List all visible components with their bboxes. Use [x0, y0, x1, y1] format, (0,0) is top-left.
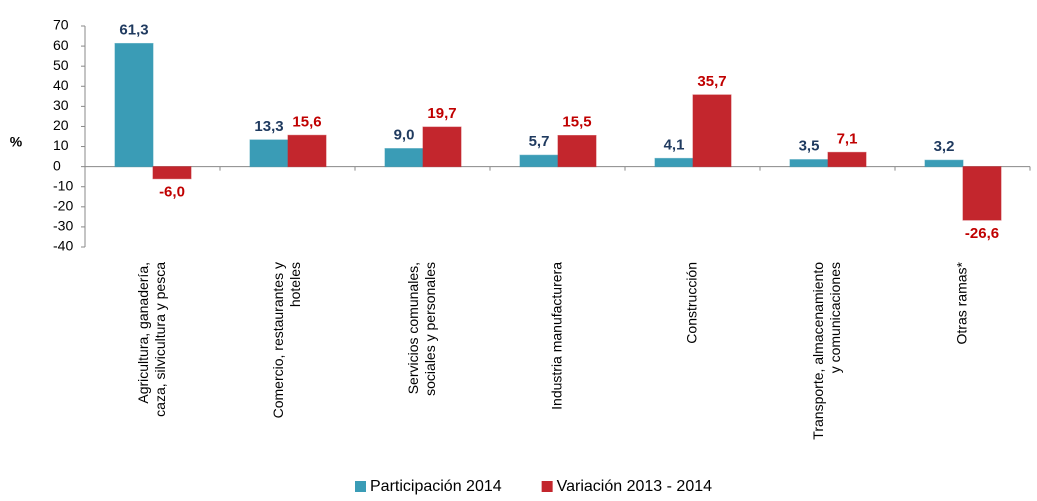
bar — [924, 159, 964, 168]
x-tick-label: Industria manufacturera — [548, 262, 564, 410]
bar — [692, 94, 732, 168]
value-label: 15,5 — [562, 113, 591, 130]
legend-label: Variación 2013 - 2014 — [557, 478, 712, 495]
bar — [422, 126, 462, 168]
x-tick-label-line: Comercio, restaurantes y — [270, 262, 286, 418]
y-tick-label: -40 — [53, 238, 73, 254]
value-label: 61,3 — [119, 21, 148, 38]
bar — [962, 166, 1002, 221]
y-tick-label: 60 — [53, 37, 69, 53]
x-tick-label: Agricultura, ganadería,caza, silvicultur… — [135, 262, 168, 417]
y-tick-label: 70 — [53, 17, 69, 33]
bar — [519, 154, 559, 168]
bar — [249, 139, 289, 168]
x-tick-label-line: hoteles — [287, 262, 303, 307]
value-label: 9,0 — [394, 127, 415, 144]
value-label: 3,2 — [934, 138, 955, 155]
x-tick-label-line: Agricultura, ganadería, — [135, 262, 151, 404]
bar — [152, 166, 192, 180]
y-tick-label: -30 — [53, 218, 73, 234]
value-label: 3,5 — [799, 138, 820, 155]
value-label: 4,1 — [664, 136, 685, 153]
x-tick-label-line: Otras ramas* — [953, 261, 969, 344]
y-tick-label: 0 — [53, 157, 61, 173]
value-label: 19,7 — [427, 105, 456, 122]
y-tick-label: -20 — [53, 198, 73, 214]
bar — [789, 159, 829, 168]
x-tick-label-line: sociales y personales — [422, 262, 438, 396]
value-label: -6,0 — [159, 184, 185, 201]
y-tick-label: 50 — [53, 57, 69, 73]
y-tick-label: -10 — [53, 177, 73, 193]
x-tick-label-line: Construcción — [683, 262, 699, 344]
x-tick-label: Otras ramas* — [953, 261, 969, 344]
value-label: 7,1 — [837, 130, 858, 147]
x-tick-label: Servicios comunales,sociales y personale… — [405, 262, 438, 396]
value-label: 15,6 — [292, 113, 321, 130]
x-tick-label-line: Transporte, almacenamiento — [810, 262, 826, 440]
x-tick-label-line: caza, silvicultura y pesca — [152, 262, 168, 417]
y-tick-label: 20 — [53, 117, 69, 133]
y-tick-label: 30 — [53, 97, 69, 113]
y-tick-label: 40 — [53, 77, 69, 93]
bar — [287, 134, 327, 168]
x-tick-label-line: y comunicaciones — [827, 262, 843, 373]
y-axis-label: % — [10, 134, 23, 150]
legend-swatch — [541, 481, 553, 492]
x-tick-label: Comercio, restaurantes yhoteles — [270, 262, 303, 418]
bar — [827, 151, 867, 168]
bar — [384, 148, 424, 168]
bar — [114, 42, 154, 168]
bar — [557, 134, 597, 168]
y-tick-label: 10 — [53, 137, 69, 153]
legend-swatch — [355, 481, 366, 492]
value-label: 5,7 — [529, 133, 550, 150]
x-tick-label-line: Industria manufacturera — [548, 262, 564, 410]
legend-label: Participación 2014 — [370, 478, 502, 495]
value-label: -26,6 — [965, 225, 999, 242]
x-tick-label-line: Servicios comunales, — [405, 262, 421, 394]
bar — [654, 157, 694, 168]
value-label: 35,7 — [697, 73, 726, 90]
x-tick-label: Construcción — [683, 262, 699, 344]
x-tick-label: Transporte, almacenamientoy comunicacion… — [810, 262, 843, 440]
value-label: 13,3 — [254, 118, 283, 135]
